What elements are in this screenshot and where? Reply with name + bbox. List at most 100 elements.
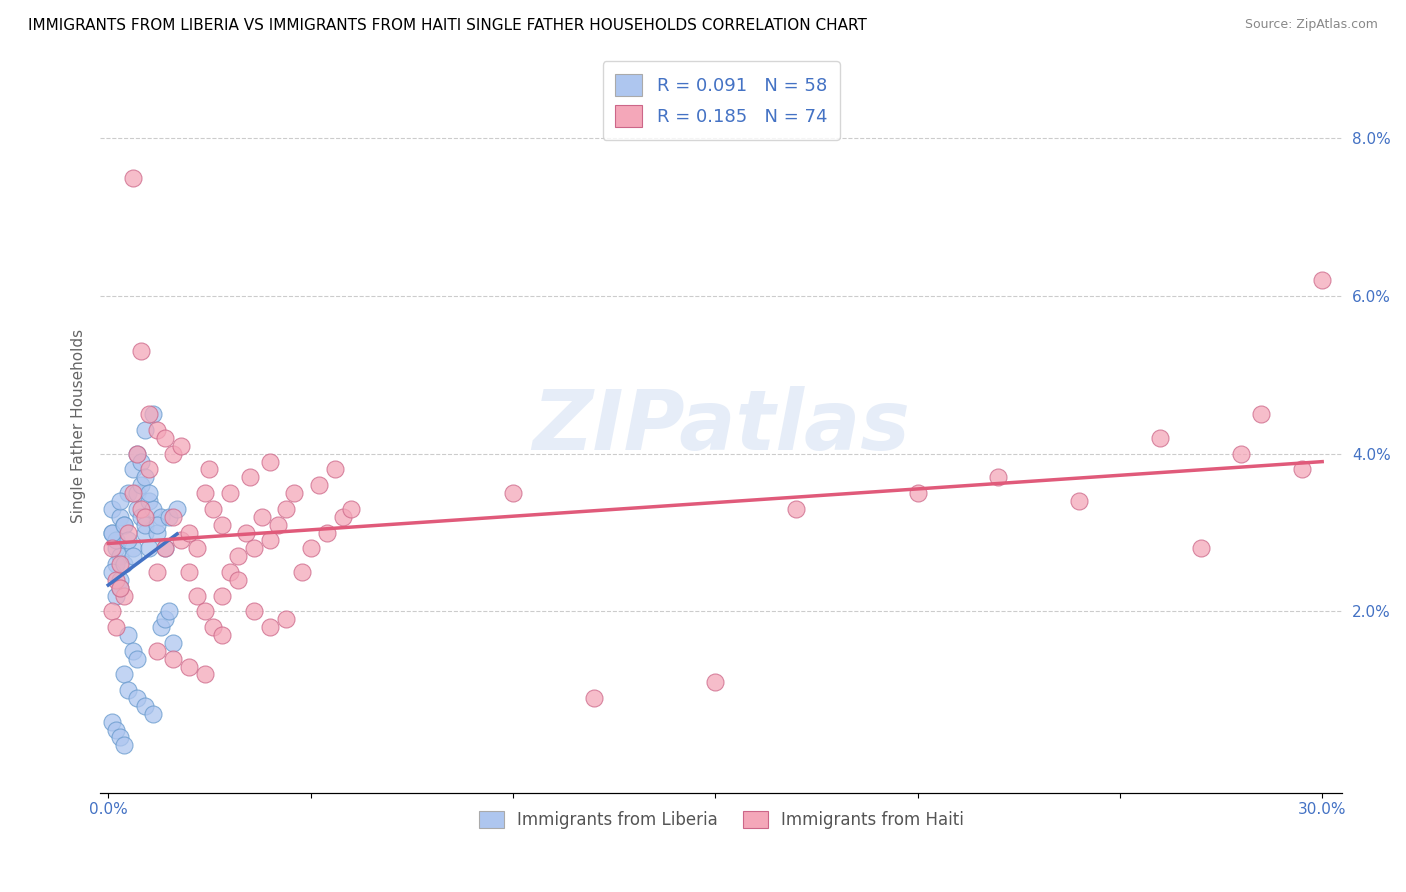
Point (276, 502, 298, 516)
Point (142, 706, 165, 721)
Point (117, 533, 139, 548)
Point (105, 573, 128, 587)
Point (101, 565, 124, 579)
Point (129, 502, 152, 516)
Point (112, 739, 135, 753)
Point (907, 486, 929, 500)
Point (202, 620, 225, 634)
Point (704, 675, 727, 690)
Point (239, 470, 262, 484)
Point (105, 533, 128, 548)
Point (332, 509, 354, 524)
Point (117, 486, 139, 500)
Point (112, 589, 135, 603)
Point (101, 525, 124, 540)
Point (1230, 447, 1253, 461)
Point (149, 620, 172, 634)
Point (125, 447, 148, 461)
Point (170, 533, 193, 548)
Point (157, 604, 180, 618)
Point (153, 612, 176, 626)
Point (101, 604, 124, 618)
Point (105, 589, 128, 603)
Point (1250, 407, 1272, 421)
Point (146, 517, 169, 532)
Point (125, 502, 148, 516)
Point (117, 525, 139, 540)
Point (1189, 541, 1212, 556)
Point (142, 502, 165, 516)
Point (146, 525, 169, 540)
Point (162, 447, 184, 461)
Point (105, 723, 128, 737)
Text: ZIPatlas: ZIPatlas (533, 385, 910, 467)
Point (121, 170, 143, 185)
Point (112, 557, 135, 571)
Point (194, 604, 217, 618)
Point (170, 439, 193, 453)
Point (987, 470, 1010, 484)
Point (110, 573, 132, 587)
Point (162, 651, 184, 665)
Point (121, 644, 143, 658)
Point (129, 344, 152, 359)
Point (112, 667, 135, 681)
Point (110, 557, 132, 571)
Point (218, 486, 240, 500)
Point (134, 509, 156, 524)
Point (134, 423, 156, 437)
Point (179, 565, 201, 579)
Point (121, 462, 143, 476)
Point (105, 620, 128, 634)
Point (110, 509, 132, 524)
Point (315, 525, 337, 540)
Point (129, 454, 152, 468)
Point (1291, 462, 1313, 476)
Point (211, 589, 233, 603)
Point (179, 525, 201, 540)
Point (218, 565, 240, 579)
Point (323, 462, 346, 476)
Point (202, 502, 225, 516)
Point (299, 541, 322, 556)
Point (101, 502, 124, 516)
Point (138, 407, 160, 421)
Point (121, 549, 143, 564)
Text: IMMIGRANTS FROM LIBERIA VS IMMIGRANTS FROM HAITI SINGLE FATHER HOUSEHOLDS CORREL: IMMIGRANTS FROM LIBERIA VS IMMIGRANTS FR… (28, 18, 868, 33)
Point (235, 525, 257, 540)
Point (1310, 273, 1333, 287)
Point (153, 541, 176, 556)
Point (502, 486, 524, 500)
Point (129, 478, 152, 492)
Point (112, 517, 135, 532)
Point (166, 502, 188, 516)
Point (134, 517, 156, 532)
Point (138, 494, 160, 508)
Point (226, 573, 249, 587)
Legend: Immigrants from Liberia, Immigrants from Haiti: Immigrants from Liberia, Immigrants from… (472, 804, 970, 836)
Point (259, 620, 281, 634)
Point (308, 478, 330, 492)
Point (157, 509, 180, 524)
Point (134, 470, 156, 484)
Point (121, 486, 143, 500)
Text: Source: ZipAtlas.com: Source: ZipAtlas.com (1244, 18, 1378, 31)
Point (243, 541, 266, 556)
Point (101, 714, 124, 729)
Point (250, 509, 273, 524)
Point (153, 431, 176, 445)
Point (198, 462, 221, 476)
Point (179, 659, 201, 673)
Point (276, 612, 298, 626)
Point (146, 644, 169, 658)
Point (211, 517, 233, 532)
Point (110, 581, 132, 595)
Point (186, 541, 208, 556)
Point (138, 541, 160, 556)
Point (125, 447, 148, 461)
Point (194, 486, 217, 500)
Point (146, 565, 169, 579)
Point (267, 517, 290, 532)
Point (291, 565, 314, 579)
Point (105, 557, 128, 571)
